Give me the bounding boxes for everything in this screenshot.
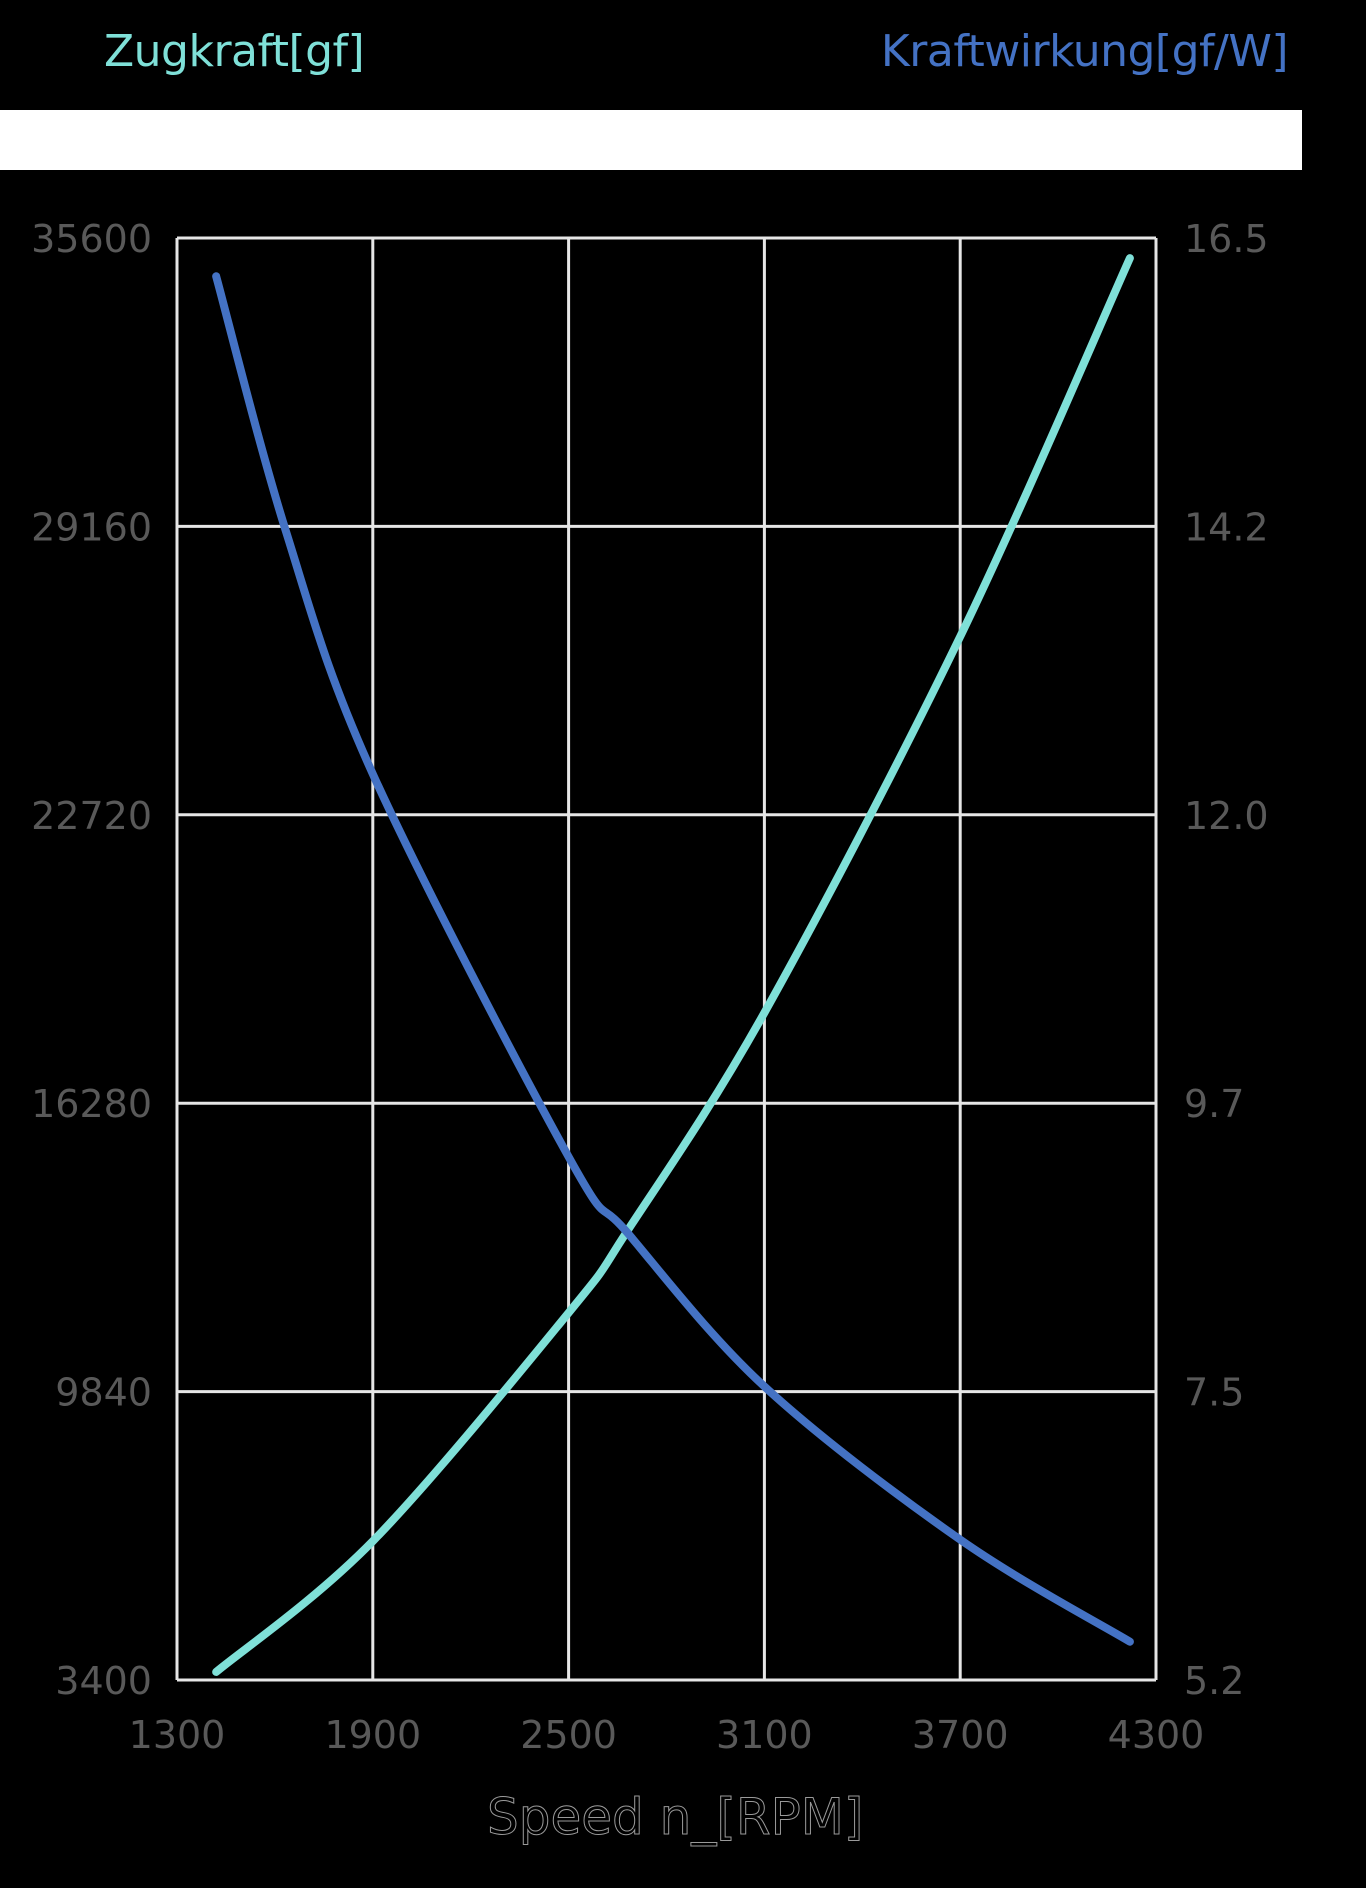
y-left-tick-label: 22720	[31, 794, 152, 838]
x-tick-label: 1300	[129, 1713, 226, 1757]
grid-lines	[175, 236, 1158, 1682]
y-left-tick-label: 16280	[31, 1082, 152, 1126]
y-right-tick-label: 9.7	[1184, 1082, 1244, 1126]
x-tick-label: 4300	[1108, 1713, 1205, 1757]
x-tick-label: 2500	[520, 1713, 617, 1757]
y-right-tick-label: 12.0	[1184, 794, 1269, 838]
y-left-tick-label: 9840	[55, 1371, 152, 1415]
y-right-tick-label: 7.5	[1184, 1371, 1244, 1415]
left-axis-title: Zugkraft[gf]	[104, 26, 365, 77]
x-tick-label: 3700	[912, 1713, 1009, 1757]
y-right-tick-label: 14.2	[1184, 505, 1269, 549]
thrust-curve	[212, 254, 1134, 1676]
x-tick-label: 1900	[324, 1713, 421, 1757]
y-right-tick-label: 16.5	[1184, 217, 1269, 261]
banner-bar	[0, 110, 1302, 170]
tick-labels: 1300 1900 2500 3100 3700 4300 35600 29160 22720 1…	[31, 217, 1269, 1757]
y-left-tick-label: 29160	[31, 505, 152, 549]
y-left-tick-label: 3400	[55, 1659, 152, 1703]
y-right-tick-label: 5.2	[1184, 1659, 1244, 1703]
data-series	[212, 254, 1134, 1676]
y-left-tick-label: 35600	[31, 217, 152, 261]
x-tick-label: 3100	[716, 1713, 813, 1757]
x-axis-label: Speed n_[RPM]	[486, 1788, 864, 1847]
right-axis-title: Kraftwirkung[gf/W]	[880, 26, 1289, 77]
efficiency-curve	[212, 272, 1134, 1646]
